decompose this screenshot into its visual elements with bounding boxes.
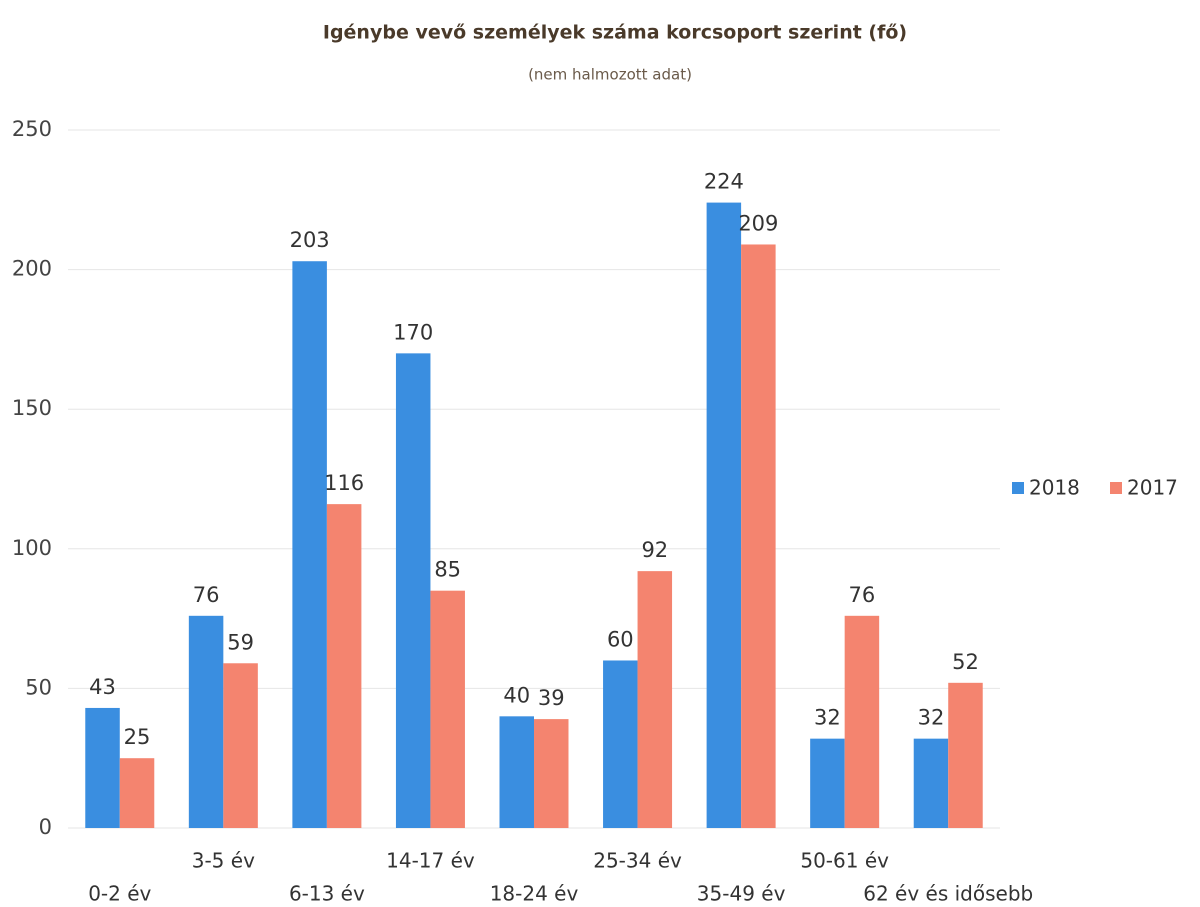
data-label: 76	[193, 583, 220, 607]
data-label: 170	[393, 320, 433, 344]
bar	[499, 716, 534, 828]
data-label: 39	[538, 686, 565, 710]
legend-swatch	[1012, 482, 1024, 494]
legend-label: 2017	[1127, 476, 1178, 500]
bar	[948, 682, 983, 828]
bar	[810, 738, 845, 828]
data-label: 43	[89, 675, 116, 699]
bar	[706, 202, 742, 829]
data-label: 203	[290, 228, 330, 252]
x-tick-label: 0-2 év	[88, 882, 151, 906]
bar	[741, 244, 776, 829]
data-label: 116	[324, 471, 364, 495]
data-label: 40	[503, 683, 530, 707]
data-label: 32	[918, 706, 945, 730]
bar	[395, 353, 431, 828]
legend-swatch	[1110, 482, 1122, 494]
data-label: 76	[849, 583, 876, 607]
data-label: 52	[952, 650, 979, 674]
x-tick-label: 62 év és idősebb	[863, 882, 1033, 906]
x-tick-label: 6-13 év	[289, 882, 365, 906]
bar	[913, 738, 949, 828]
y-tick-label: 50	[25, 675, 52, 699]
bar	[534, 719, 569, 828]
data-label: 60	[607, 627, 634, 651]
bar	[326, 504, 362, 828]
chart-subtitle: (nem halmozott adat)	[528, 66, 692, 84]
x-tick-label: 35-49 év	[697, 882, 786, 906]
data-label: 85	[434, 558, 461, 582]
data-label: 92	[641, 538, 668, 562]
bar	[119, 758, 155, 828]
data-label: 32	[814, 706, 841, 730]
x-tick-label: 25-34 év	[593, 849, 682, 873]
bar	[292, 261, 327, 828]
y-tick-label: 0	[39, 815, 52, 839]
y-tick-label: 100	[12, 536, 52, 560]
y-tick-label: 150	[12, 396, 52, 420]
x-tick-label: 18-24 év	[490, 882, 579, 906]
bar	[188, 615, 224, 828]
data-label: 224	[704, 170, 744, 194]
data-label: 25	[124, 725, 151, 749]
legend-label: 2018	[1029, 476, 1080, 500]
x-tick-label: 3-5 év	[192, 849, 255, 873]
chart-title: Igénybe vevő személyek száma korcsoport …	[323, 22, 907, 44]
bar	[844, 615, 880, 828]
bar	[430, 590, 465, 828]
x-tick-label: 14-17 év	[386, 849, 475, 873]
y-tick-label: 250	[12, 117, 52, 141]
y-tick-label: 200	[12, 257, 52, 281]
x-tick-label: 50-61 év	[800, 849, 889, 873]
bar	[637, 571, 673, 828]
bar	[85, 707, 120, 828]
bar	[603, 660, 638, 828]
data-label: 209	[738, 211, 778, 235]
bar	[223, 663, 258, 828]
data-label: 59	[227, 630, 254, 654]
